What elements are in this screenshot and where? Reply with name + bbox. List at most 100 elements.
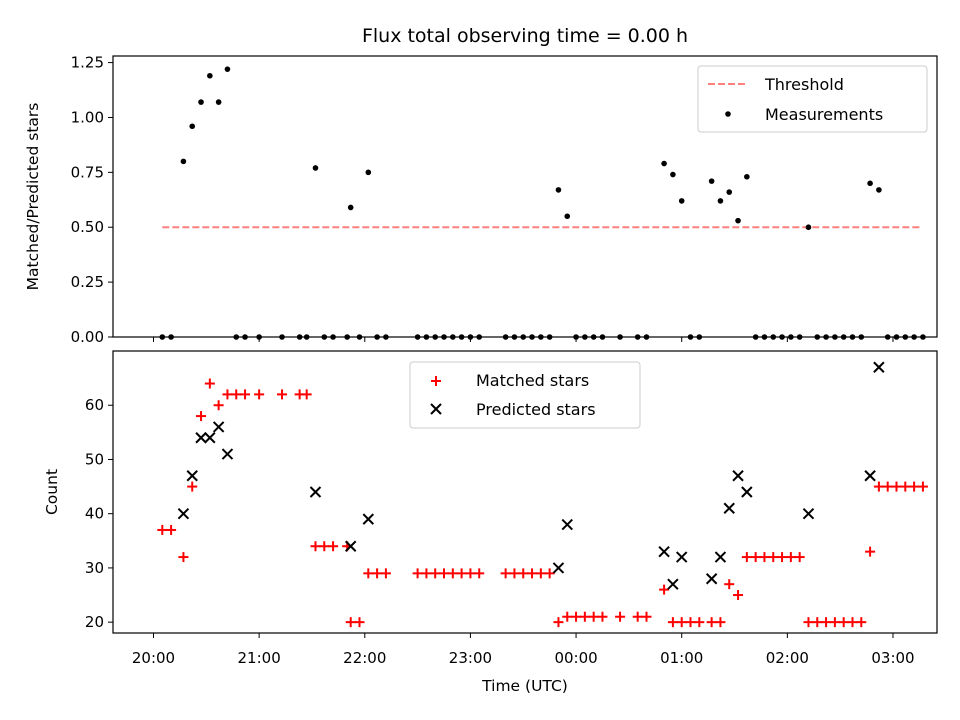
predicted-x-b: [552, 562, 565, 574]
matched-star-point: [204, 378, 215, 389]
predicted-star-point: [561, 518, 573, 531]
matched-star-point: [345, 617, 356, 628]
matched-star-point: [715, 617, 726, 628]
measurement-point: [744, 173, 750, 180]
predicted-star-point: [177, 507, 190, 520]
top-legend-box: [697, 65, 928, 133]
bottom-x-tick-label: 23:00: [449, 649, 492, 667]
predicted-star-point: [309, 486, 322, 498]
matched-star-point: [474, 568, 485, 579]
matched-star-point: [768, 552, 779, 563]
matched-star-point: [412, 568, 423, 579]
bottom-x-tick-label: 01:00: [660, 649, 703, 667]
predicted-x-b: [177, 507, 190, 520]
matched-star-point: [380, 568, 391, 579]
predicted-x-b: [309, 486, 322, 498]
legend-matched-label: Matched stars: [476, 371, 589, 390]
matched-star-point: [659, 584, 670, 595]
bottom-y-axis-label: Count: [43, 469, 61, 515]
matched-star-point: [518, 568, 529, 579]
matched-star-point: [821, 617, 832, 628]
bottom-legend-box: [409, 361, 641, 429]
predicted-star-point: [732, 470, 744, 482]
measurement-point: [876, 187, 882, 193]
matched-star-point: [328, 541, 339, 552]
predicted-x-b: [221, 448, 234, 460]
predicted-star-point: [714, 551, 727, 563]
predicted-x-b: [675, 551, 688, 563]
bottom-plot-frame: [112, 350, 938, 634]
predicted-star-point: [195, 432, 207, 444]
top-y-tick-label: 0.50: [71, 218, 104, 236]
matched-star-point: [430, 568, 441, 579]
top-y-tick-label: 1.00: [71, 108, 104, 126]
matched-star-point: [579, 611, 590, 622]
top-legend: Threshold Measurements: [697, 65, 928, 133]
measurement-point: [867, 180, 873, 187]
measurement-point: [564, 213, 571, 220]
predicted-x-b: [658, 545, 670, 558]
predicted-star-point: [658, 545, 670, 558]
matched-star-point: [900, 481, 911, 492]
measurement-point: [726, 189, 733, 195]
matched-star-point: [733, 590, 744, 601]
matched-star-point: [676, 617, 687, 628]
matched-star-point: [882, 481, 893, 492]
measurement-point: [224, 66, 231, 72]
predicted-star-point: [204, 432, 216, 444]
matched-star-point: [667, 617, 678, 628]
bottom-panel: 20 30 40 50 60 20:00 21:00 22:00 23:00 00:00 01:00…: [43, 350, 938, 695]
matched-star-point: [597, 611, 608, 622]
matched-star-point: [891, 481, 902, 492]
matched-star-point: [178, 552, 189, 563]
predicted-star-point: [705, 573, 718, 585]
measurement-point: [347, 204, 354, 211]
top-y-tick-label: 0.25: [71, 273, 104, 291]
matched-star-point: [254, 389, 265, 400]
matched-star-point: [319, 541, 330, 552]
predicted-x-b: [344, 540, 357, 552]
matched-star-point: [838, 617, 849, 628]
matched-star-point: [277, 389, 288, 400]
measurement-point: [215, 99, 222, 105]
matched-star-point: [354, 617, 365, 628]
matched-star-point: [685, 617, 696, 628]
matched-star-point: [909, 481, 920, 492]
measurement-point: [555, 187, 562, 193]
matched-star-point: [509, 568, 520, 579]
matched-star-point: [500, 568, 511, 579]
predicted-star-point: [344, 540, 357, 552]
predicted-star-point: [873, 361, 885, 373]
matched-star-point: [562, 611, 573, 622]
matched-star-point: [694, 617, 705, 628]
matched-star-point: [803, 617, 814, 628]
matched-star-point: [222, 389, 233, 400]
measurement-point: [198, 99, 204, 105]
measurement-point: [805, 224, 812, 231]
top-y-axis-label: Matched/Predicted stars: [24, 103, 42, 291]
measurement-point: [661, 160, 667, 167]
matched-star-point: [741, 552, 752, 563]
predicted-star-point: [802, 507, 815, 520]
matched-star-point: [372, 568, 383, 579]
matched-star-point: [724, 579, 735, 590]
top-y-tick-label: 0.75: [71, 163, 104, 181]
matched-star-point: [553, 617, 564, 628]
predicted-x-b: [723, 502, 735, 514]
predicted-star-point: [362, 513, 375, 525]
predicted-x-b: [212, 421, 225, 433]
predicted-x-b: [864, 470, 876, 482]
measurement-point: [189, 123, 196, 130]
matched-star-point: [187, 481, 198, 492]
matched-star-point: [847, 617, 858, 628]
matched-star-point: [166, 524, 177, 535]
measurement-point: [365, 169, 372, 176]
top-panel: 0.00 0.25 0.50 0.75 1.00 1.25 Matched/Predicte…: [24, 54, 938, 346]
x-axis-label: Time (UTC): [481, 677, 568, 695]
matched-star-point: [812, 617, 823, 628]
matched-star-point: [456, 568, 467, 579]
measurement-point: [207, 72, 213, 79]
predicted-star-point: [864, 470, 876, 482]
matched-star-point: [856, 617, 867, 628]
matched-star-point: [240, 389, 251, 400]
